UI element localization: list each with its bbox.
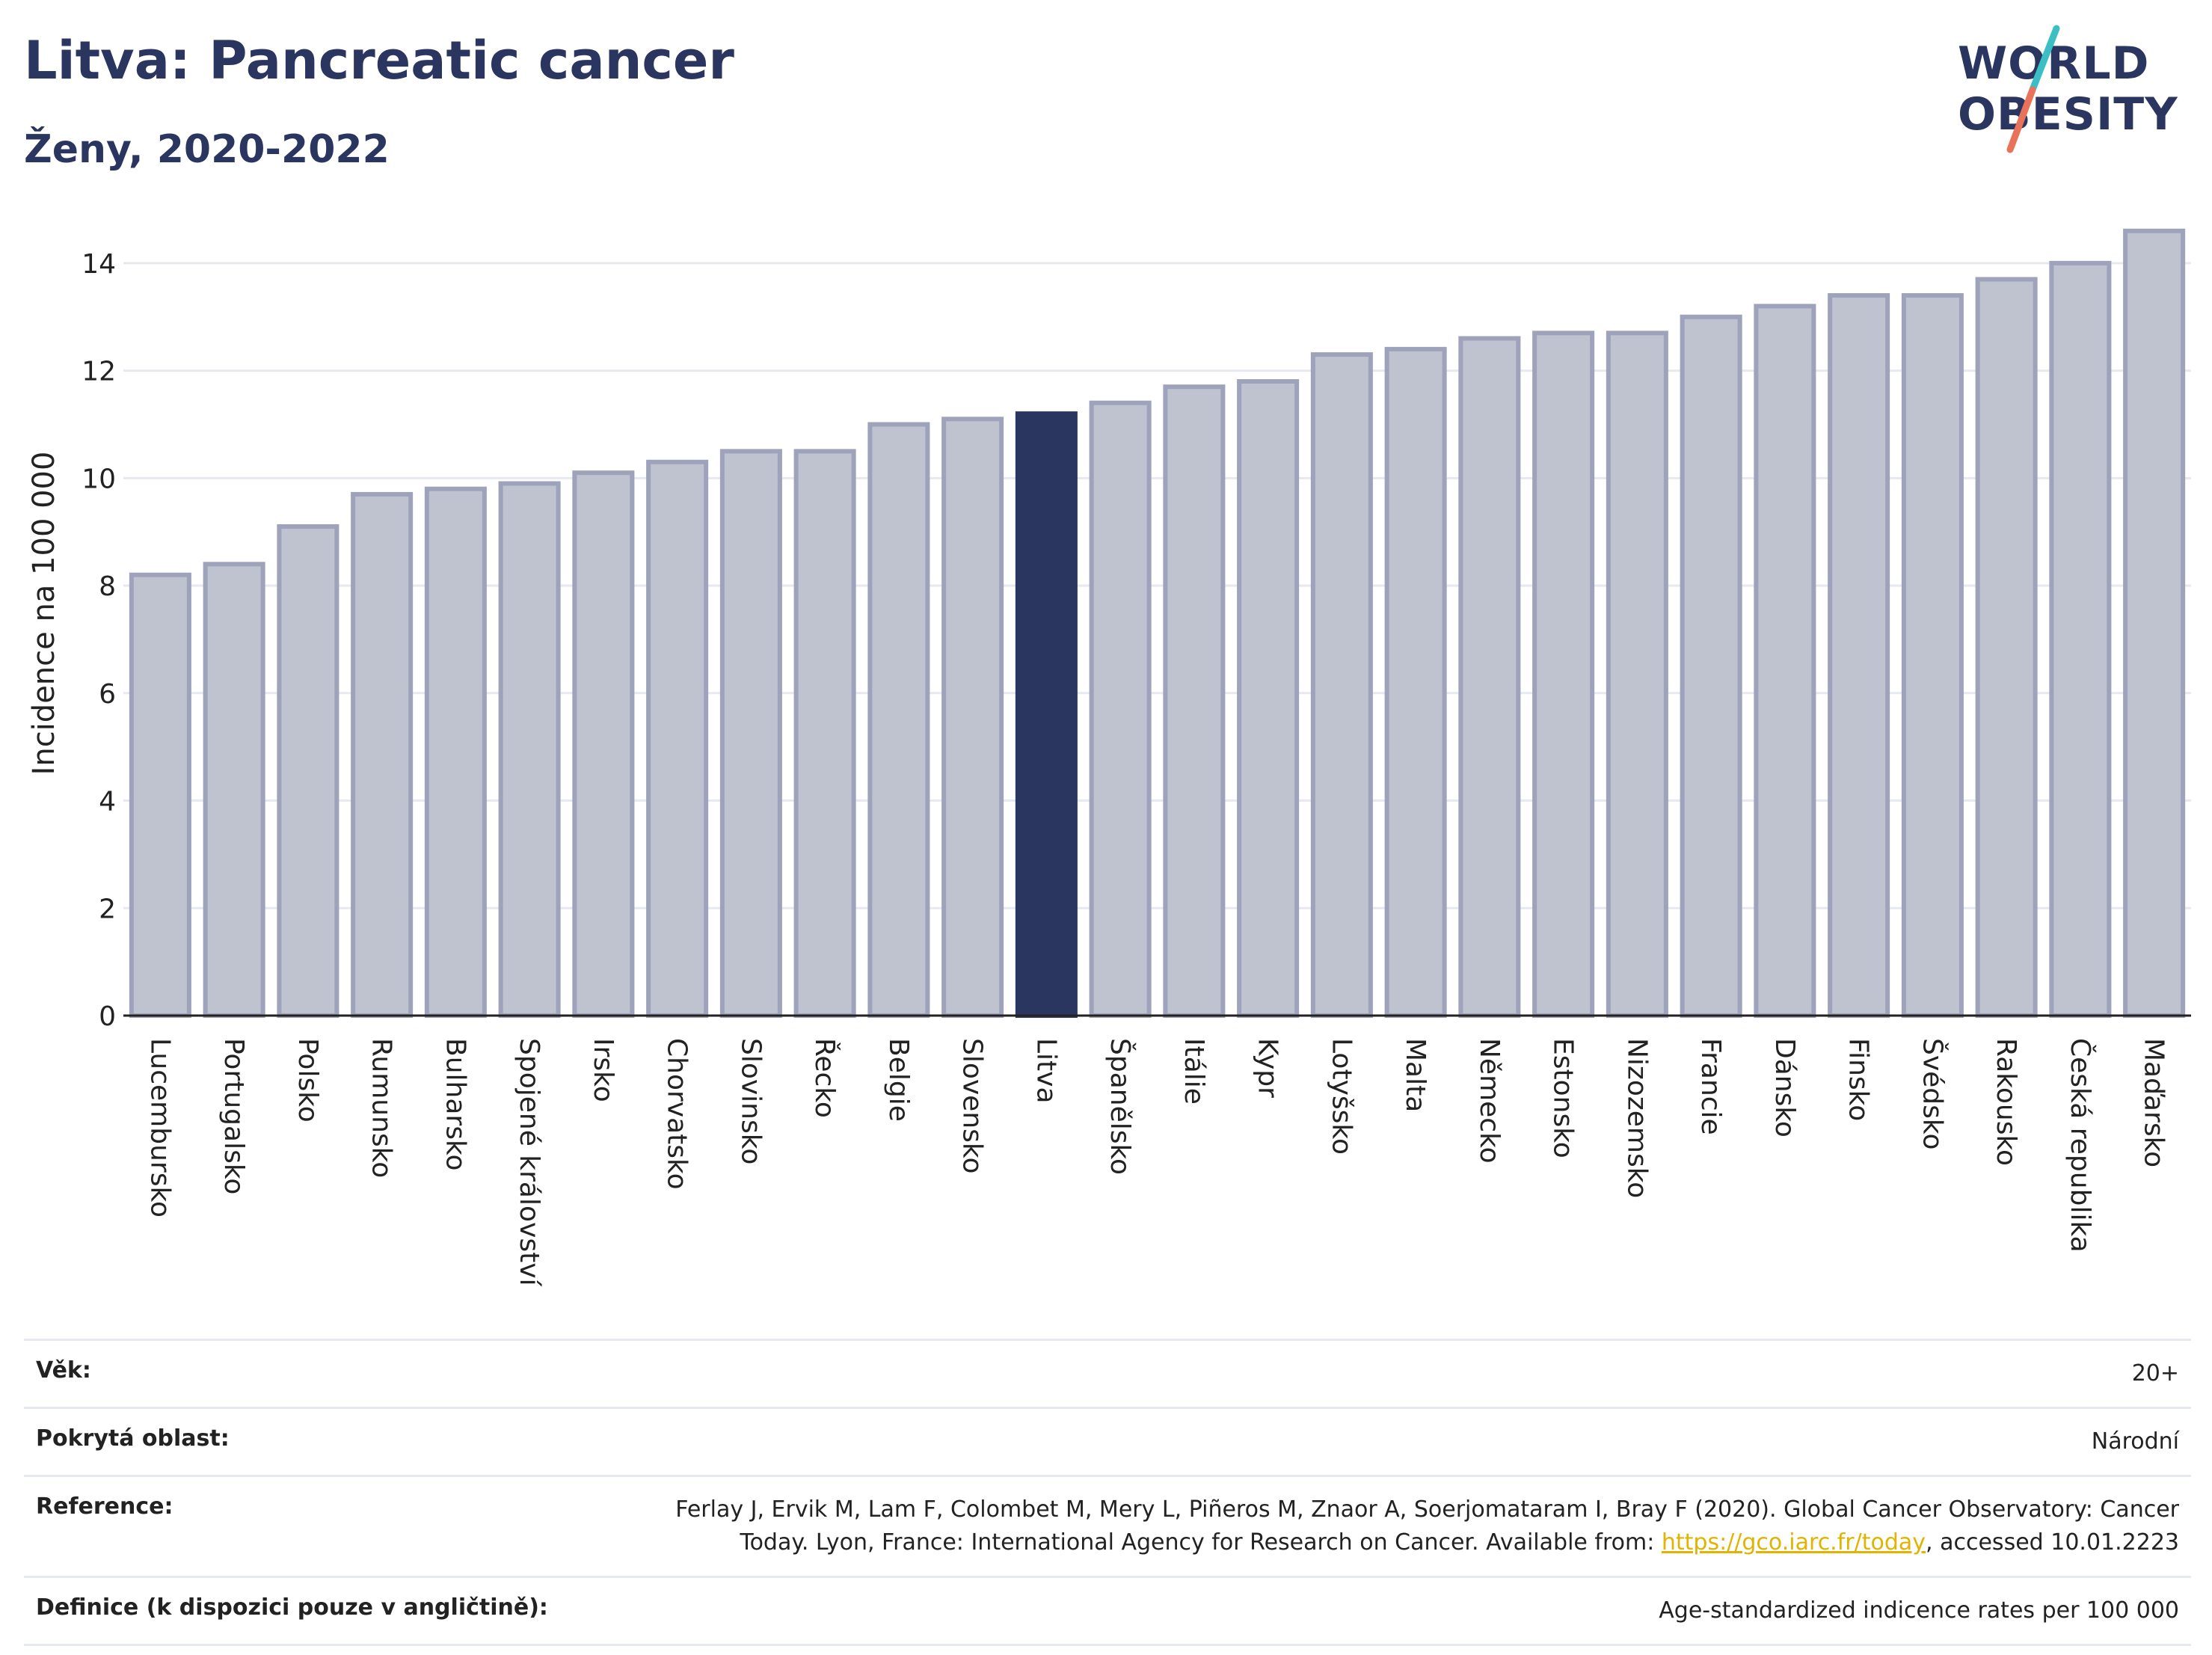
bar-slovensko bbox=[941, 417, 1004, 1018]
bar-španělsko bbox=[1089, 400, 1152, 1018]
info-row-reference: Reference: Ferlay J, Ervik M, Lam F, Col… bbox=[24, 1475, 2191, 1576]
x-tick-label: Polsko bbox=[292, 1038, 323, 1123]
x-tick-label: Maďarsko bbox=[2139, 1038, 2169, 1167]
bar-německo bbox=[1458, 336, 1521, 1019]
logo-slash-icon bbox=[2006, 25, 2060, 153]
bar-francie bbox=[1680, 314, 1742, 1018]
reference-text-3: , accessed 10.01.2223 bbox=[1926, 1529, 2179, 1556]
page-subtitle: Ženy, 2020-2022 bbox=[24, 127, 390, 172]
info-row-age: Věk: 20+ bbox=[24, 1339, 2191, 1407]
bar-maďarsko bbox=[2123, 228, 2186, 1018]
x-tick-label: Estonsko bbox=[1548, 1038, 1579, 1158]
x-tick-label: Nizozemsko bbox=[1621, 1038, 1652, 1198]
info-table: Věk: 20+ Pokrytá oblast: Národní Referen… bbox=[24, 1339, 2191, 1646]
x-tick-label: Spojené království bbox=[514, 1038, 544, 1287]
x-tick-label: Španělsko bbox=[1105, 1038, 1136, 1175]
y-tick-label: 2 bbox=[99, 894, 116, 924]
bar-kypr bbox=[1237, 378, 1300, 1018]
x-tick-label: Belgie bbox=[883, 1038, 914, 1122]
x-tick-label: Švédsko bbox=[1917, 1038, 1948, 1150]
x-tick-label: Slovensko bbox=[957, 1038, 988, 1174]
bar-rakousko bbox=[1975, 277, 2038, 1018]
x-tick-label: Francie bbox=[1695, 1038, 1726, 1135]
reference-text-2: Today. Lyon, France: International Agenc… bbox=[740, 1529, 1662, 1556]
y-tick-label: 6 bbox=[99, 679, 116, 710]
bar-irsko bbox=[572, 470, 635, 1018]
x-tick-label: Bulharsko bbox=[440, 1038, 470, 1171]
x-tick-label: Rumunsko bbox=[366, 1038, 397, 1178]
bar-švédsko bbox=[1901, 292, 1964, 1018]
x-tick-label: Lucembursko bbox=[144, 1038, 175, 1218]
bar-belgie bbox=[867, 422, 930, 1018]
reference-text-1: Ferlay J, Ervik M, Lam F, Colombet M, Me… bbox=[675, 1496, 2179, 1523]
info-row-definition: Definice (k dispozici pouze v angličtině… bbox=[24, 1576, 2191, 1646]
bar-malta bbox=[1384, 346, 1447, 1018]
bar-chorvatsko bbox=[646, 459, 709, 1018]
x-tick-label: Finsko bbox=[1843, 1038, 1874, 1121]
bar-lucembursko bbox=[129, 572, 191, 1018]
info-row-coverage: Pokrytá oblast: Národní bbox=[24, 1407, 2191, 1475]
bars bbox=[129, 228, 2186, 1019]
x-tick-label: Malta bbox=[1400, 1038, 1431, 1112]
bar-lotyšsko bbox=[1310, 352, 1373, 1019]
reference-label: Reference: bbox=[36, 1493, 173, 1520]
x-tick-label: Chorvatsko bbox=[662, 1038, 692, 1190]
x-tick-label: Portugalsko bbox=[218, 1038, 249, 1194]
bar-estonsko bbox=[1532, 331, 1595, 1018]
coverage-value: Národní bbox=[2091, 1428, 2179, 1455]
bar-dánsko bbox=[1754, 304, 1816, 1018]
age-label: Věk: bbox=[36, 1357, 91, 1384]
bar-polsko bbox=[277, 524, 340, 1018]
bar-finsko bbox=[1828, 292, 1890, 1018]
x-tick-label: Německo bbox=[1474, 1038, 1505, 1164]
y-tick-label: 12 bbox=[82, 357, 116, 387]
definition-label: Definice (k dispozici pouze v angličtině… bbox=[36, 1594, 548, 1621]
bar-spojené-království bbox=[498, 481, 561, 1018]
x-tick-label: Kypr bbox=[1253, 1038, 1283, 1098]
bar-řecko bbox=[793, 449, 856, 1018]
definition-value: Age-standardized indicence rates per 100… bbox=[1659, 1597, 2179, 1624]
logo-line-1: WORLD bbox=[1958, 37, 2150, 90]
x-tick-label: Slovinsko bbox=[735, 1038, 766, 1164]
reference-link[interactable]: https://gco.iarc.fr/today bbox=[1661, 1529, 1926, 1556]
y-tick-label: 10 bbox=[82, 464, 116, 494]
x-tick-label: Česká republika bbox=[2065, 1038, 2096, 1253]
x-tick-label: Irsko bbox=[588, 1038, 618, 1102]
bar-slovinsko bbox=[719, 449, 782, 1018]
bar-rumunsko bbox=[351, 491, 414, 1018]
x-tick-label: Řecko bbox=[809, 1038, 841, 1118]
y-tick-label: 0 bbox=[99, 1001, 116, 1032]
axes: 0 2 4 6 8 10 12 14 Lucembursko Portugalsko Polsko R… bbox=[82, 249, 2191, 1287]
x-tick-label: Dánsko bbox=[1769, 1038, 1800, 1137]
coverage-label: Pokrytá oblast: bbox=[36, 1425, 230, 1452]
bar-chart: 0 2 4 6 8 10 12 14 Lucembursko Portugalsko Polsko R… bbox=[27, 228, 2191, 1287]
bar-bulharsko bbox=[424, 486, 487, 1018]
y-axis-title: Incidence na 100 000 bbox=[27, 452, 61, 776]
x-tick-label: Litva bbox=[1030, 1038, 1061, 1104]
reference-value: Ferlay J, Ervik M, Lam F, Colombet M, Me… bbox=[675, 1493, 2179, 1559]
bar-itálie bbox=[1163, 384, 1226, 1018]
x-tick-label: Itálie bbox=[1179, 1038, 1209, 1105]
y-tick-label: 14 bbox=[82, 249, 116, 280]
bar-česká-republika bbox=[2049, 260, 2112, 1019]
bar-litva bbox=[1015, 411, 1078, 1018]
x-tick-label: Lotyšsko bbox=[1326, 1038, 1357, 1155]
x-tick-label: Rakousko bbox=[1991, 1038, 2021, 1166]
bar-nizozemsko bbox=[1606, 331, 1668, 1018]
world-obesity-logo: WORLD OBESITY bbox=[1944, 22, 2199, 165]
page-title: Litva: Pancreatic cancer bbox=[24, 30, 734, 91]
y-tick-label: 4 bbox=[99, 787, 116, 817]
y-tick-label: 8 bbox=[99, 571, 116, 602]
age-value: 20+ bbox=[2131, 1360, 2179, 1387]
logo-line-2: OBESITY bbox=[1958, 88, 2178, 141]
bar-portugalsko bbox=[203, 562, 265, 1018]
